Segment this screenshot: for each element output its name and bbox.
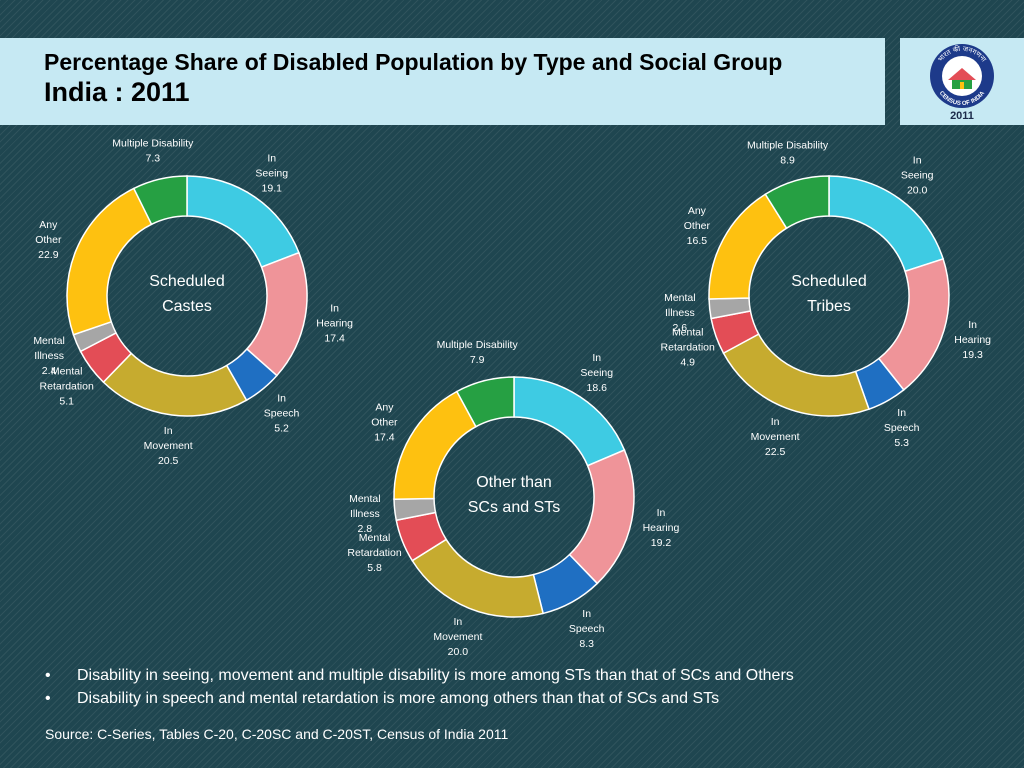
scheduled-castes-label-mental-retardation: Mental Retardation 5.1: [40, 366, 94, 408]
scheduled-tribes-slice-in-hearing: [877, 257, 950, 391]
scheduled-castes-label-multiple-disability: Multiple Disability 7.3: [112, 137, 194, 164]
scheduled-castes-label-in-speech: In Speech 5.2: [264, 392, 300, 434]
chart-subtitle: India : 2011: [44, 77, 190, 107]
scheduled-castes-center-title: Scheduled Castes: [149, 273, 225, 315]
scheduled-castes-slice-any-other: [66, 187, 153, 336]
other-than-scs-sts-label-in-seeing: In Seeing 18.6: [580, 352, 613, 394]
scheduled-tribes-label-mental-retardation: Mental Retardation 4.9: [661, 326, 715, 368]
scheduled-castes-label-in-movement: In Movement 20.5: [144, 425, 193, 467]
logo-house-icon: [948, 68, 976, 80]
scheduled-tribes-label-any-other: Any Other 16.5: [684, 205, 711, 247]
other-than-scs-sts-label-mental-illness: Mental Illness 2.8: [349, 493, 381, 535]
other-than-scs-sts-slice-any-other: [393, 390, 477, 501]
other-than-scs-sts-label-mental-retardation: Mental Retardation 5.8: [347, 532, 401, 574]
other-than-scs-sts-label-in-speech: In Speech 8.3: [569, 608, 605, 650]
scheduled-tribes-label-in-movement: In Movement 22.5: [751, 416, 800, 458]
other-than-scs-sts-label-any-other: Any Other 17.4: [371, 401, 398, 443]
donut-charts: In Seeing 19.1 In Hearing 17.4 In Speech 5.2 In Mo…: [33, 137, 992, 658]
finding-1-text: Disability in seeing, movement and multi…: [77, 667, 794, 684]
other-than-scs-sts-slice-in-movement: [411, 538, 545, 618]
other-than-scs-sts-slice-multiple-disability: [455, 376, 515, 428]
finding-2: • Disability in speech and mental retard…: [45, 687, 1005, 710]
scheduled-castes-label-any-other: Any Other 22.9: [35, 219, 62, 261]
bullet-icon: •: [45, 690, 51, 707]
other-than-scs-sts-center-title: Other than SCs and STs: [468, 474, 560, 516]
finding-2-text: Disability in speech and mental retardat…: [77, 690, 720, 707]
scheduled-tribes-slice-multiple-disability: [764, 175, 830, 230]
scheduled-tribes-label-in-seeing: In Seeing 20.0: [901, 155, 934, 197]
scheduled-tribes-slice-in-movement: [722, 333, 870, 417]
scheduled-castes-label-mental-illness: Mental Illness 2.4: [33, 335, 65, 377]
scheduled-tribes-label-in-hearing: In Hearing 19.3: [954, 319, 991, 361]
bullet-icon: •: [45, 667, 51, 684]
other-than-scs-sts-label-multiple-disability: Multiple Disability 7.9: [437, 339, 519, 366]
scheduled-castes-slice-in-movement: [102, 352, 248, 417]
scheduled-castes-donut: In Seeing 19.1 In Hearing 17.4 In Speech 5.2 In Mo…: [33, 137, 353, 466]
scheduled-tribes-donut: In Seeing 20.0 In Hearing 19.3 In Speech 5.3 In Mo…: [661, 139, 992, 458]
key-findings: • Disability in seeing, movement and mul…: [45, 664, 1005, 710]
title-bar: Percentage Share of Disabled Population …: [0, 38, 885, 125]
scheduled-tribes-label-multiple-disability: Multiple Disability 8.9: [747, 139, 829, 166]
chart-title: Percentage Share of Disabled Population …: [44, 49, 783, 75]
logo-year: 2011: [950, 110, 974, 122]
scheduled-castes-label-in-seeing: In Seeing 19.1: [255, 152, 288, 194]
scheduled-castes-label-in-hearing: In Hearing 17.4: [316, 303, 353, 345]
other-than-scs-sts-label-in-hearing: In Hearing 19.2: [643, 507, 680, 549]
other-than-scs-sts-slice-in-hearing: [568, 449, 635, 585]
scheduled-tribes-label-in-speech: In Speech 5.3: [884, 407, 920, 449]
finding-1: • Disability in seeing, movement and mul…: [45, 664, 1005, 687]
other-than-scs-sts-slice-in-seeing: [513, 376, 626, 467]
source-note: Source: C-Series, Tables C-20, C-20SC an…: [45, 726, 509, 742]
scheduled-castes-slice-in-seeing: [186, 175, 300, 269]
other-than-scs-sts-label-in-movement: In Movement 20.0: [433, 616, 482, 658]
scheduled-tribes-center-title: Scheduled Tribes: [791, 273, 867, 315]
scheduled-tribes-label-mental-illness: Mental Illness 2.6: [664, 292, 696, 334]
other-than-scs-sts-donut: In Seeing 18.6 In Hearing 19.2 In Speech 8.3 In Mo…: [347, 339, 679, 658]
scheduled-castes-slice-multiple-disability: [132, 175, 188, 226]
census-logo: भारत की जनगणना CENSUS OF INDIA 2011: [900, 38, 1024, 125]
